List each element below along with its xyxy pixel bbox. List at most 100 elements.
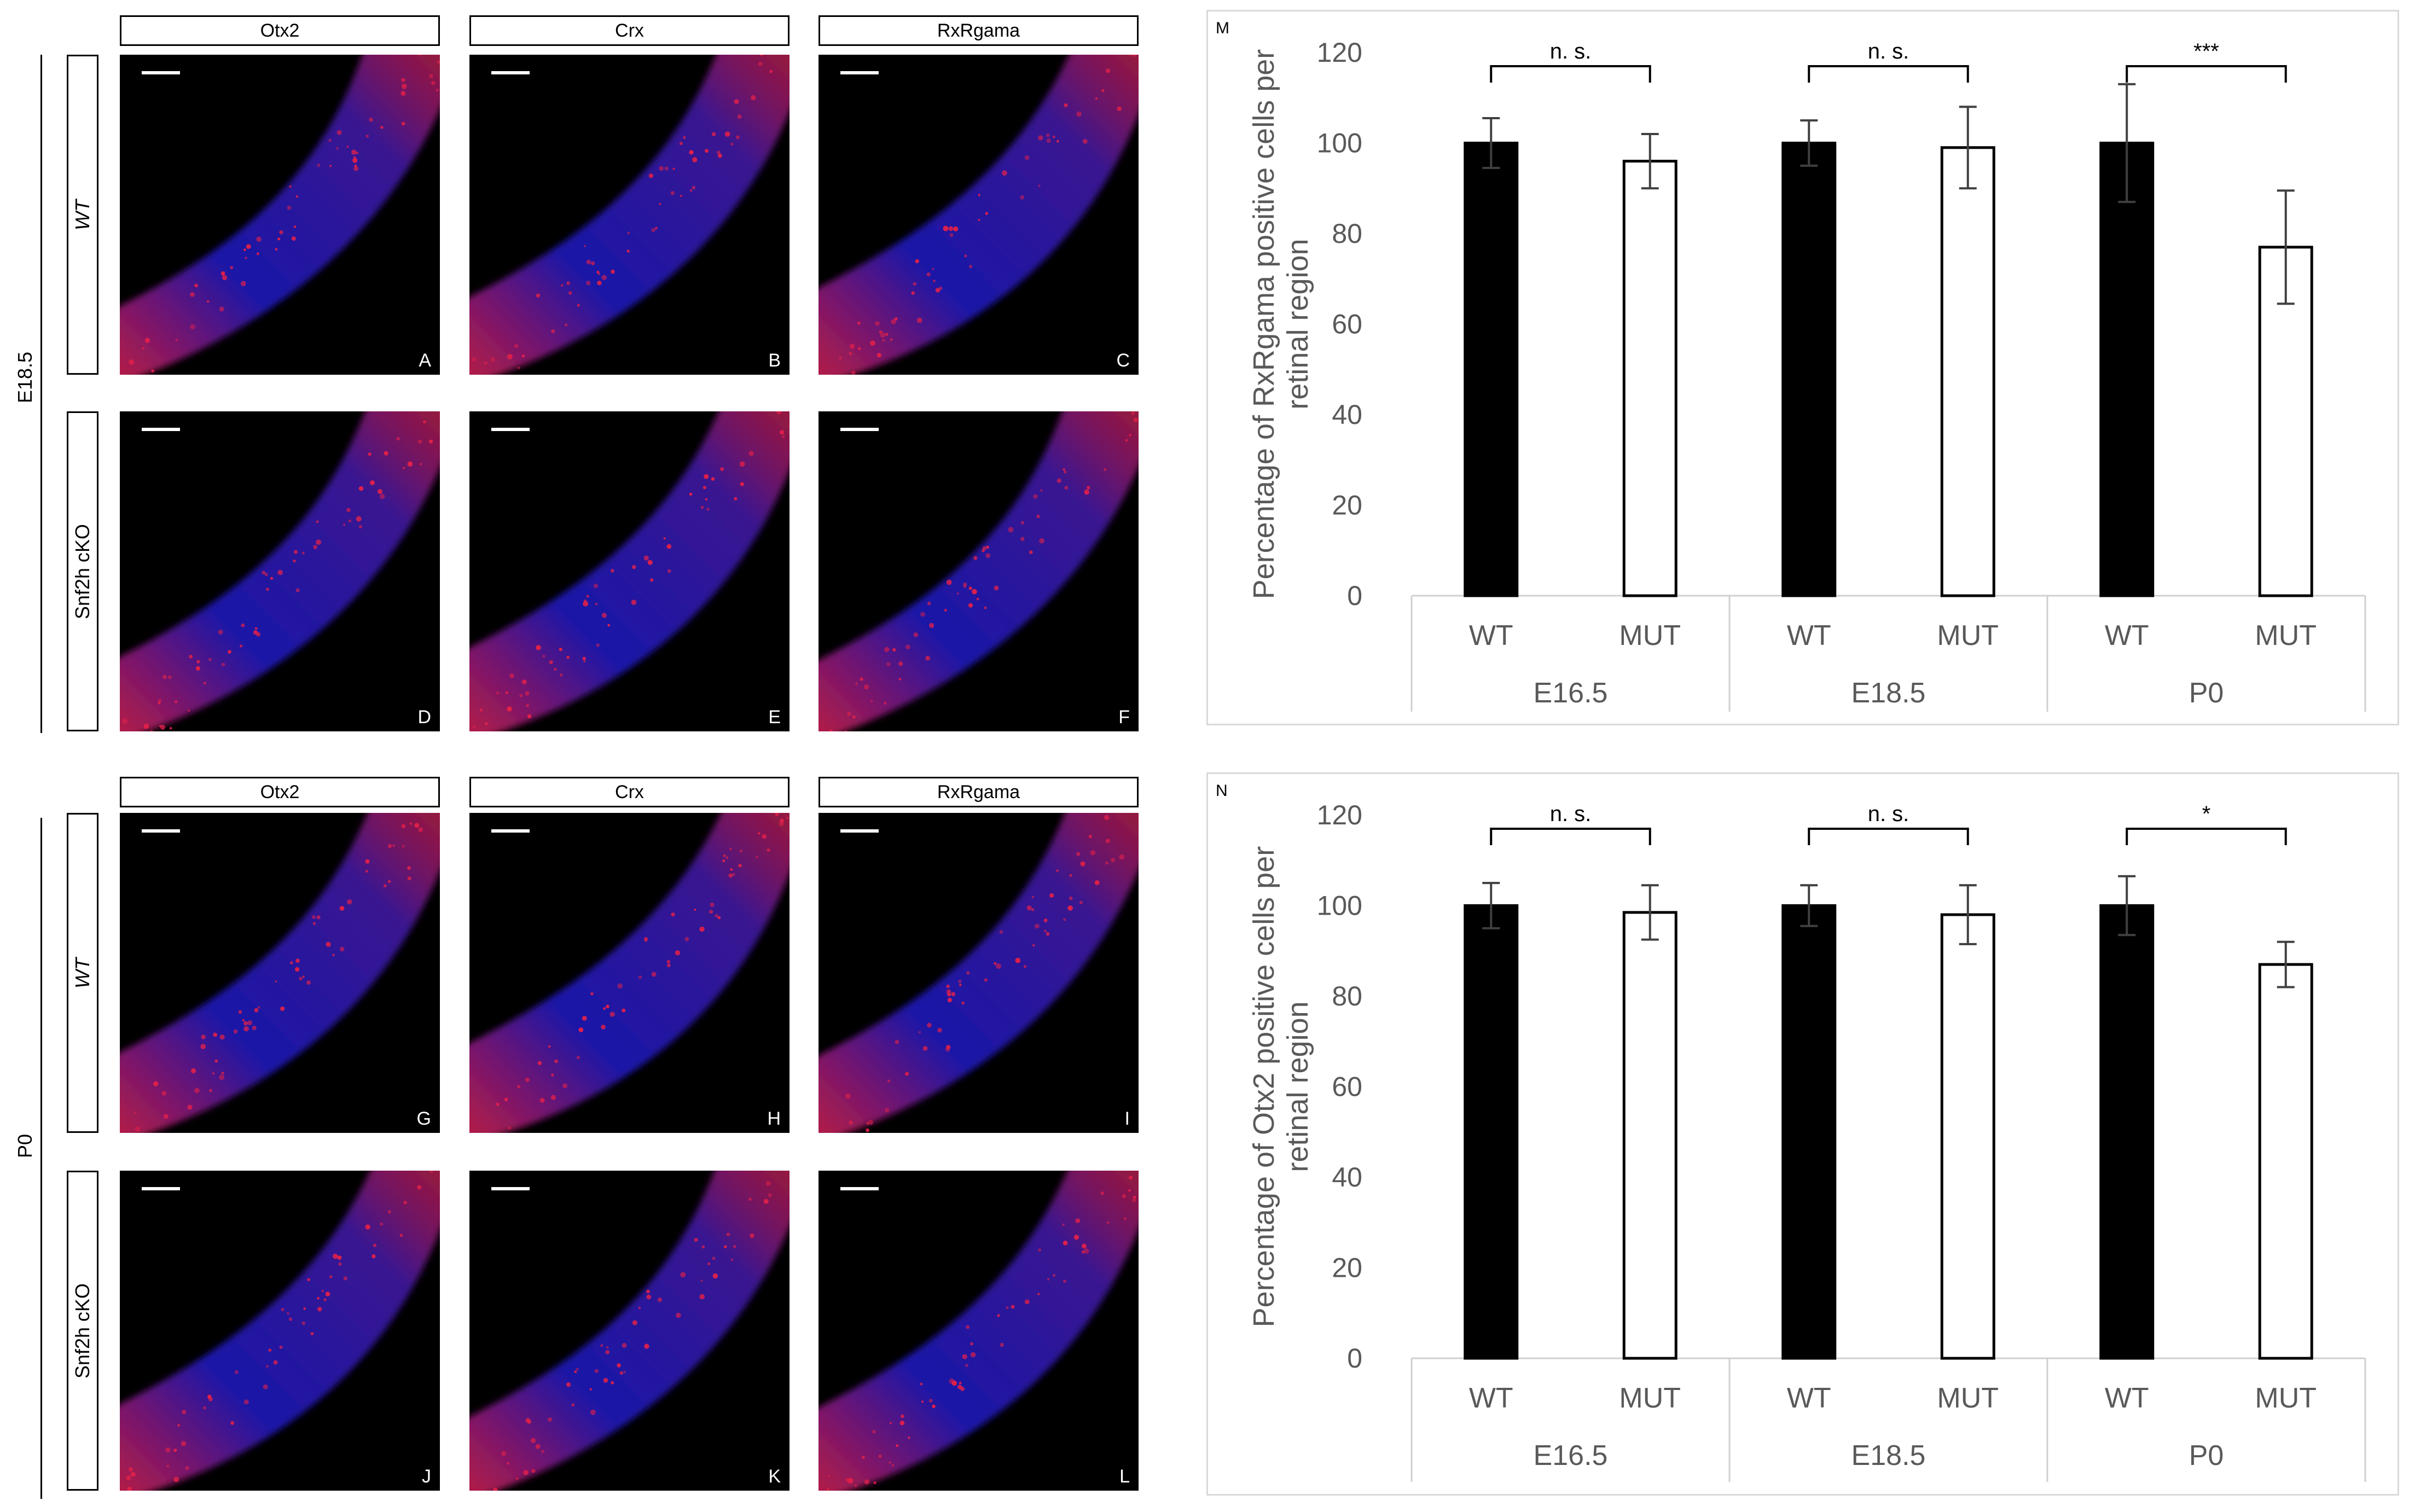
y-tick-label: 120: [1317, 37, 1362, 68]
x-tick-label: MUT: [2255, 620, 2317, 652]
micrograph-c: C: [819, 55, 1139, 375]
group-label: E16.5: [1534, 1440, 1608, 1472]
scale-bar: [840, 829, 879, 833]
retina-section-image: [469, 55, 790, 375]
x-tick-label: MUT: [1937, 1382, 1999, 1414]
bar-wt: [2099, 904, 2155, 1360]
significance-bracket: [1808, 828, 1969, 845]
group-label: E18.5: [1851, 677, 1926, 709]
group-label: E18.5: [1851, 1440, 1926, 1472]
y-tick-label: 60: [1332, 1072, 1362, 1102]
micrograph-e: E: [469, 411, 790, 731]
group-label: E16.5: [1534, 677, 1608, 709]
panel-letter: H: [767, 1108, 781, 1129]
column-header-crx-p0: Crx: [469, 777, 790, 807]
micrograph-d: D: [120, 411, 440, 731]
micrograph-i: I: [819, 813, 1139, 1133]
y-tick-label: 100: [1317, 128, 1362, 159]
micrograph-a: A: [120, 55, 440, 375]
row-label-wt-p0: WT: [67, 813, 98, 1133]
x-tick-label: MUT: [2255, 1382, 2317, 1414]
x-tick-label: MUT: [1619, 620, 1681, 652]
panel-letter: I: [1124, 1108, 1130, 1129]
scale-bar: [142, 829, 180, 833]
chart-n: N 0 20 40 60 80 100 120 Percentage of Otx2 posi…: [1206, 772, 2399, 1496]
bar-mut: [2258, 963, 2313, 1360]
bar-mut: [1622, 160, 1677, 597]
retina-section-image: [469, 1171, 790, 1491]
panel-letter: G: [416, 1108, 431, 1129]
x-tick-label: MUT: [1937, 620, 1999, 652]
panel-letter: L: [1119, 1466, 1130, 1487]
micrograph-k: K: [469, 1171, 790, 1491]
column-header-rxrgama-p0: RxRgama: [819, 777, 1139, 807]
micrograph-b: B: [469, 55, 790, 375]
bar-wt: [1781, 142, 1837, 597]
y-tick-label: 40: [1332, 1162, 1362, 1193]
y-tick-label: 100: [1317, 891, 1362, 921]
panel-letter: E: [768, 707, 781, 728]
y-tick-label: 0: [1347, 1343, 1362, 1374]
x-tick-label: WT: [1469, 1382, 1513, 1414]
retina-section-image: [819, 813, 1139, 1133]
x-tick-label: WT: [1469, 620, 1513, 652]
stage-label-e18-5: E18.5: [14, 351, 36, 404]
significance-label: n. s.: [1868, 39, 1909, 63]
panel-letter: K: [768, 1466, 781, 1487]
y-tick-label: 20: [1332, 1253, 1362, 1283]
significance-bracket: [1490, 828, 1651, 845]
column-header-crx: Crx: [469, 15, 790, 46]
y-axis-label-line: retinal region: [1281, 239, 1314, 409]
scale-bar: [491, 428, 530, 431]
scale-bar: [142, 428, 180, 431]
micrograph-g: G: [120, 813, 440, 1133]
bar-mut: [1622, 911, 1677, 1360]
significance-bracket: [2126, 65, 2287, 83]
chart-m: M 0 20 40 60 80 100 120 Percentage of RxRgama p…: [1206, 10, 2399, 725]
bar-wt: [1781, 904, 1837, 1360]
column-header-otx2-p0: Otx2: [120, 777, 440, 807]
y-tick-label: 0: [1347, 580, 1362, 611]
row-label-cko-p0: Snf2h cKO: [67, 1171, 98, 1491]
retina-section-image: [120, 1171, 440, 1491]
x-tick-label: WT: [2105, 1382, 2149, 1414]
y-axis-label-line: Percentage of RxRgama positive cells per: [1247, 49, 1280, 600]
y-tick-label: 80: [1332, 218, 1362, 249]
scale-bar: [491, 71, 530, 74]
scale-bar: [491, 829, 530, 833]
panel-letter: B: [768, 350, 781, 371]
y-tick-label: 20: [1332, 490, 1362, 521]
scale-bar: [142, 1187, 180, 1190]
significance-label: n. s.: [1868, 802, 1909, 826]
panel-letter: F: [1118, 707, 1130, 728]
scale-bar: [840, 1187, 879, 1190]
significance-bracket: [2126, 828, 2287, 845]
micrograph-l: L: [819, 1171, 1139, 1491]
column-header-rxrgama: RxRgama: [819, 15, 1139, 46]
significance-label: n. s.: [1550, 39, 1592, 63]
x-tick-label: WT: [1787, 1382, 1831, 1414]
panel-letter: A: [419, 350, 431, 371]
y-axis-label-line: Percentage of Otx2 positive cells per: [1247, 846, 1280, 1327]
x-tick-label: MUT: [1619, 1382, 1681, 1414]
row-label-wt-e18-5: WT: [67, 55, 98, 375]
scale-bar: [840, 71, 879, 74]
micrograph-j: J: [120, 1171, 440, 1491]
retina-section-image: [819, 1171, 1139, 1491]
y-axis-label-line: retinal region: [1281, 1001, 1314, 1172]
retina-section-image: [819, 411, 1139, 731]
y-tick-label: 80: [1332, 981, 1362, 1011]
retina-section-image: [469, 813, 790, 1133]
micrograph-f: F: [819, 411, 1139, 731]
chart-m-panel-label: M: [1216, 19, 1229, 37]
bar-mut: [1940, 146, 1995, 597]
group-label: P0: [2189, 677, 2224, 709]
significance-label: n. s.: [1550, 802, 1592, 826]
panel-letter: D: [417, 707, 431, 728]
scale-bar: [840, 428, 879, 431]
x-tick-label: WT: [1787, 620, 1831, 652]
significance-label: *: [2202, 802, 2211, 826]
group-label: P0: [2189, 1440, 2224, 1472]
